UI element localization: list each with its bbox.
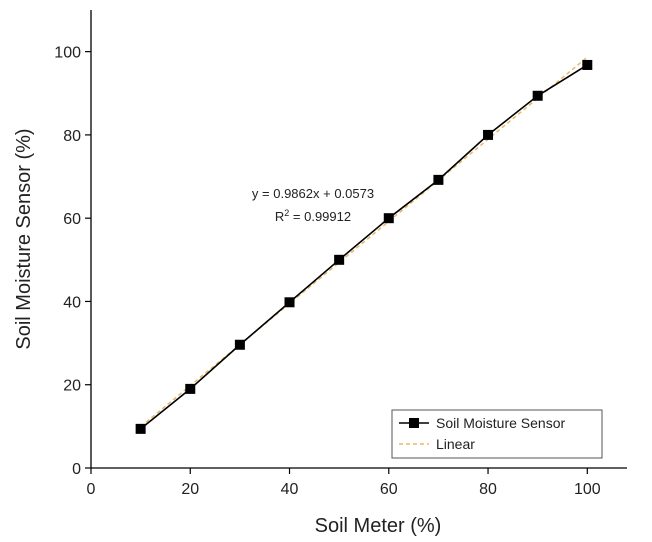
y-tick-label: 20 — [63, 378, 81, 395]
legend-label-sensor: Soil Moisture Sensor — [436, 415, 566, 431]
sensor-data-point — [185, 383, 196, 394]
y-tick-label: 40 — [63, 294, 81, 311]
sensor-data-point — [483, 129, 494, 140]
sensor-series-line — [140, 64, 588, 430]
legend-label-linear: Linear — [436, 436, 475, 452]
sensor-data-point — [284, 297, 295, 308]
x-tick-label: 0 — [87, 481, 96, 498]
legend: Soil Moisture Sensor Linear — [391, 409, 603, 459]
equation-label: y = 0.9862x + 0.0573 — [252, 186, 374, 201]
x-tick-label: 60 — [380, 481, 398, 498]
y-tick-label: 80 — [63, 128, 81, 145]
x-tick-label: 80 — [479, 481, 497, 498]
sensor-data-point — [532, 90, 543, 101]
y-tick-label: 100 — [54, 45, 81, 62]
x-tick-label: 100 — [574, 481, 601, 498]
sensor-data-point — [234, 339, 245, 350]
sensor-data-point — [383, 213, 394, 224]
legend-box — [391, 409, 603, 459]
x-tick-label: 20 — [181, 481, 199, 498]
sensor-data-point — [582, 59, 593, 70]
x-tick-label: 40 — [281, 481, 299, 498]
sensor-data-point — [433, 174, 444, 185]
regression-annotation: y = 0.9862x + 0.0573 R2 = 0.99912 — [252, 186, 374, 224]
y-tick-label: 0 — [72, 461, 81, 478]
x-axis-title: Soil Meter (%) — [315, 515, 442, 537]
y-axis-title: Soil Moisture Sensor (%) — [13, 128, 35, 349]
r-squared-label: R2 = 0.99912 — [275, 208, 351, 224]
sensor-data-point — [334, 254, 345, 265]
linear-fit-line — [140, 56, 588, 428]
sensor-data-point — [135, 423, 146, 434]
y-tick-label: 60 — [63, 211, 81, 228]
legend-marker-sensor — [409, 418, 419, 428]
